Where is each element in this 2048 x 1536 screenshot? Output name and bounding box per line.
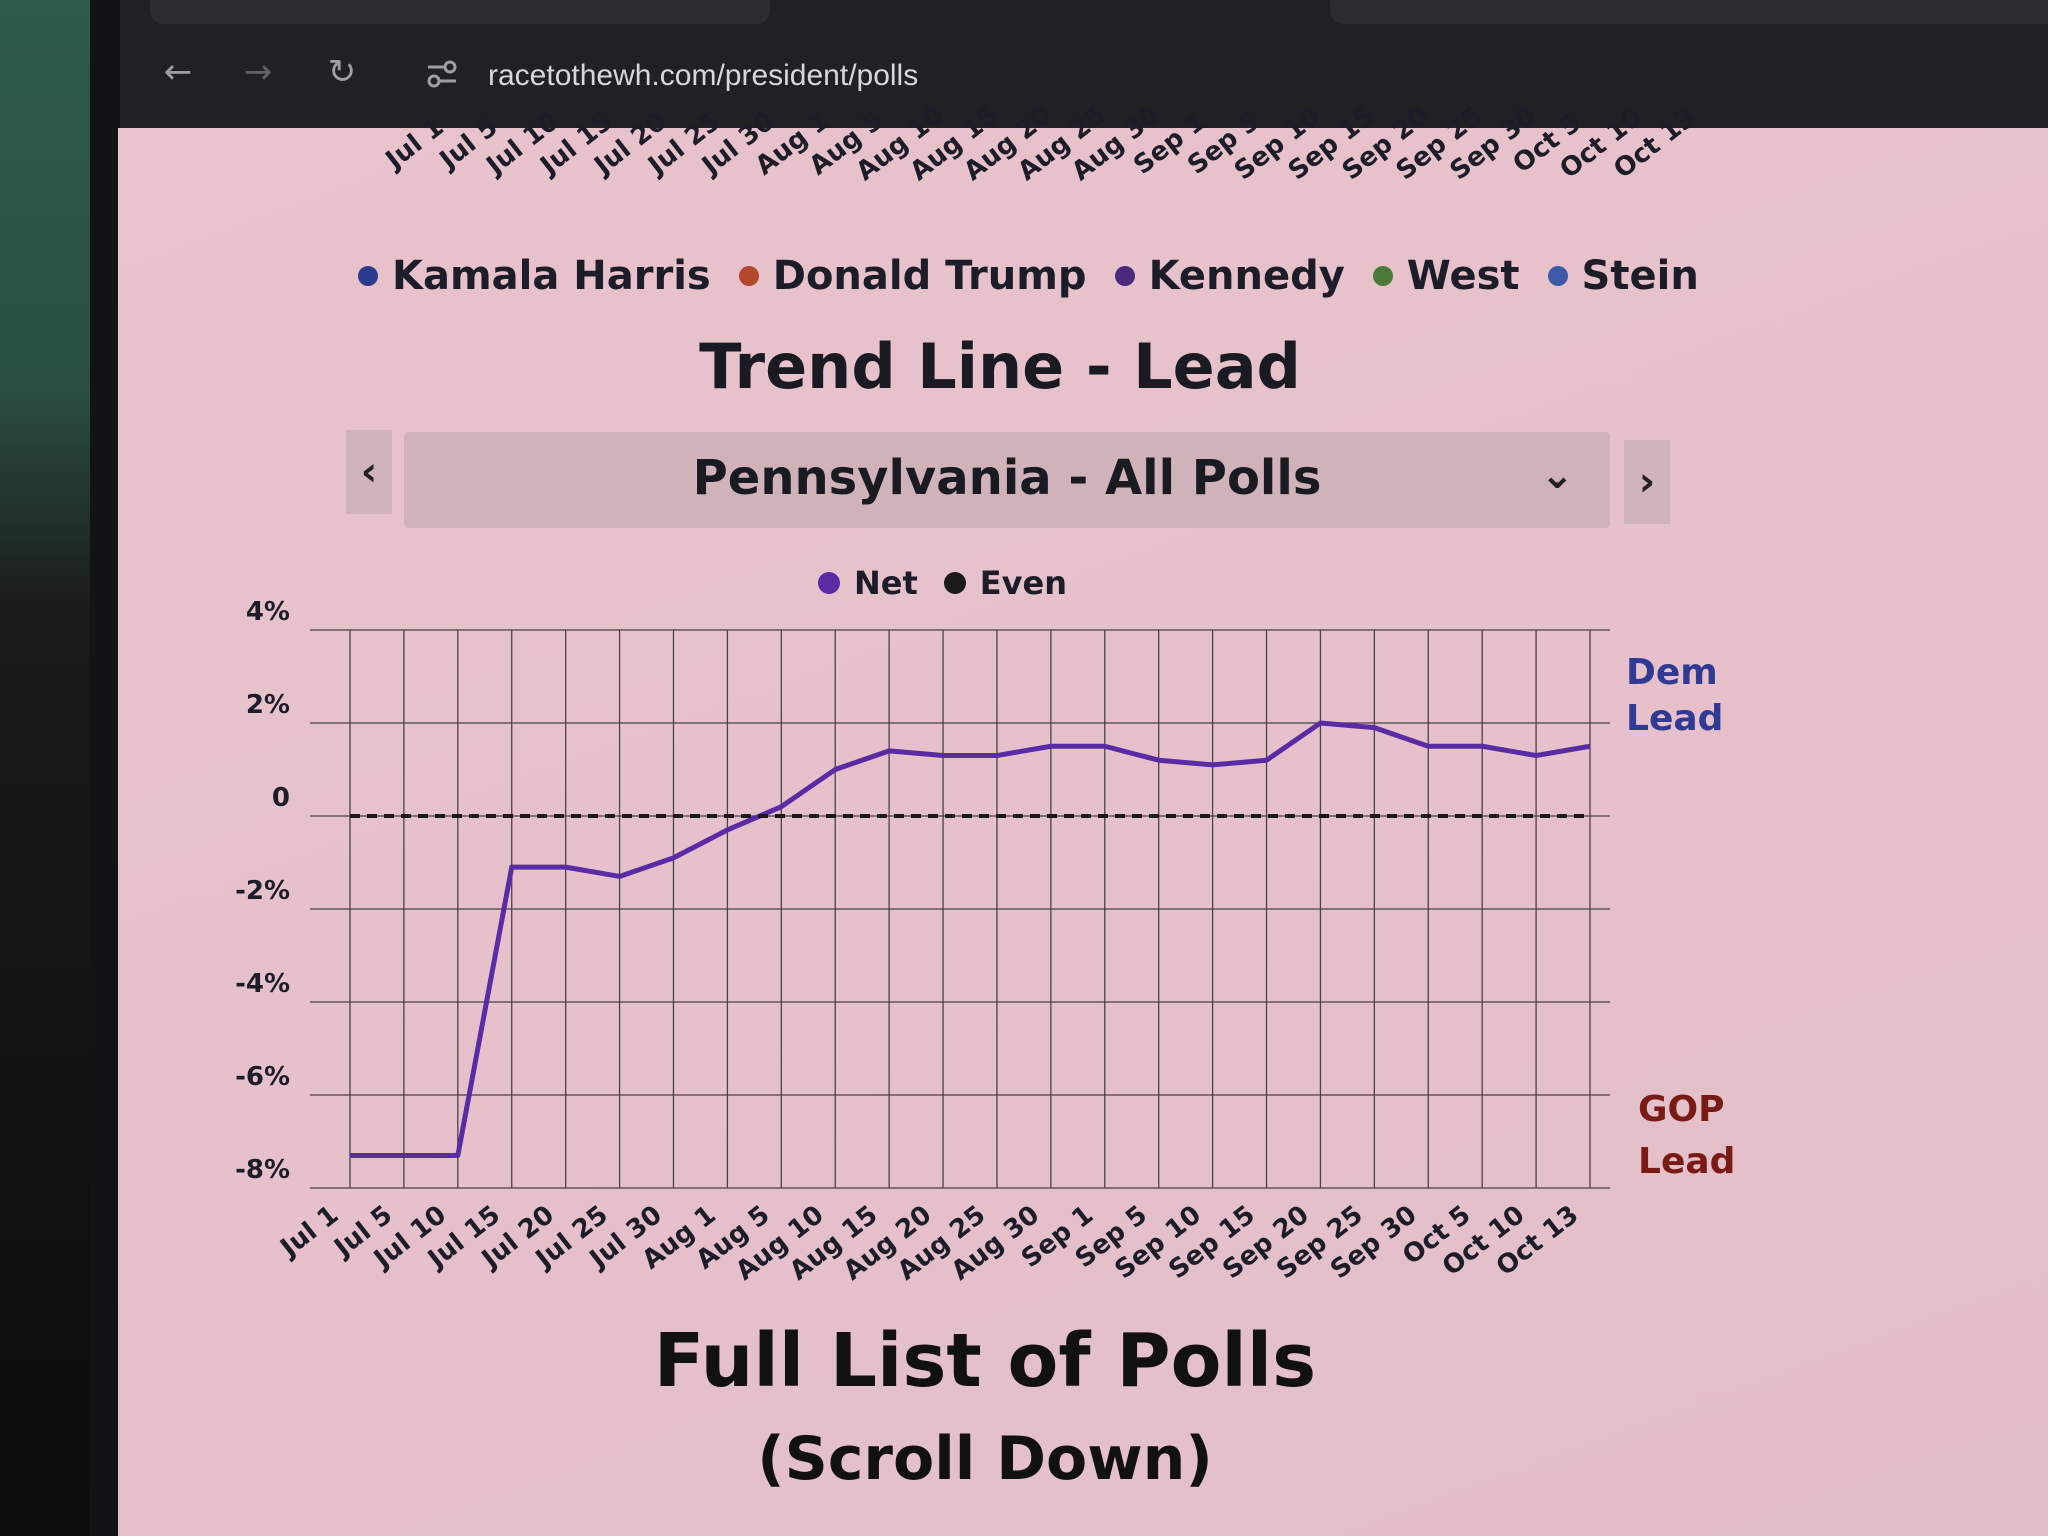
candidate-legend-item[interactable]: Kennedy: [1114, 253, 1345, 299]
legend-dot: [1372, 266, 1393, 286]
y-tick-label: -4%: [235, 969, 290, 999]
legend-label: Even: [979, 564, 1067, 602]
y-tick-label: -2%: [235, 876, 290, 906]
candidate-legend-item[interactable]: West: [1372, 253, 1520, 299]
address-bar[interactable]: racetothewh.com/president/polls: [488, 59, 919, 92]
chart-legend-item[interactable]: Net: [818, 564, 918, 602]
legend-dot: [738, 266, 759, 286]
x-tick-label: Jul 1: [274, 1200, 345, 1264]
chart-legend-item[interactable]: Even: [943, 564, 1067, 602]
legend-label: West: [1406, 253, 1520, 299]
next-state-button[interactable]: ›: [1624, 440, 1670, 524]
legend-label: Donald Trump: [772, 253, 1087, 299]
full-list-heading: Full List of Polls: [653, 1318, 1317, 1404]
prev-state-button[interactable]: ‹: [346, 430, 392, 514]
site-info-icon[interactable]: [424, 56, 460, 92]
web-page: [118, 128, 2048, 1536]
reload-icon[interactable]: ↻: [327, 52, 357, 92]
state-selector-value: Pennsylvania - All Polls: [692, 450, 1322, 506]
y-tick-label: 4%: [246, 597, 290, 627]
legend-dot: [943, 572, 966, 594]
candidate-legend-item[interactable]: Stein: [1547, 253, 1699, 299]
candidate-legend: Kamala Harris Donald Trump Kennedy West Stei…: [358, 248, 1713, 304]
legend-dot: [818, 572, 840, 594]
gop-lead-label: GOP Lead: [1638, 1084, 1735, 1188]
browser-tab[interactable]: [150, 0, 770, 24]
gop-lead-line1: GOP: [1638, 1089, 1725, 1130]
legend-label: Stein: [1581, 253, 1699, 299]
chevron-down-icon: ⌄: [1540, 452, 1574, 498]
dem-lead-line2: Lead: [1626, 698, 1724, 739]
state-selector[interactable]: Pennsylvania - All Polls ⌄: [404, 432, 1610, 528]
dem-lead-label: Dem Lead: [1626, 650, 1723, 742]
legend-dot: [358, 266, 378, 286]
y-tick-label: -6%: [235, 1062, 290, 1092]
chart-legend: Net Even: [818, 560, 1081, 606]
y-tick-label: -8%: [235, 1155, 290, 1185]
legend-label: Kennedy: [1148, 253, 1345, 299]
legend-label: Net: [854, 564, 918, 602]
legend-label: Kamala Harris: [392, 253, 711, 299]
legend-dot: [1547, 266, 1568, 286]
chevron-right-icon: ›: [1638, 459, 1656, 505]
candidate-legend-item[interactable]: Donald Trump: [738, 253, 1087, 299]
legend-dot: [1114, 266, 1135, 286]
desk-background: [0, 0, 90, 1536]
gop-lead-line2: Lead: [1638, 1141, 1736, 1182]
y-tick-label: 0: [272, 783, 290, 813]
y-tick-label: 2%: [246, 690, 290, 720]
dem-lead-line1: Dem: [1626, 652, 1718, 693]
scroll-hint: (Scroll Down): [757, 1424, 1213, 1494]
candidate-legend-item[interactable]: Kamala Harris: [358, 253, 711, 299]
trend-title: Trend Line - Lead: [699, 330, 1301, 403]
chevron-left-icon: ‹: [360, 449, 378, 495]
forward-icon[interactable]: →: [243, 52, 273, 92]
back-icon[interactable]: ←: [163, 52, 193, 92]
browser-tab-area[interactable]: [1330, 0, 2048, 24]
net-line: [350, 720, 1591, 1158]
